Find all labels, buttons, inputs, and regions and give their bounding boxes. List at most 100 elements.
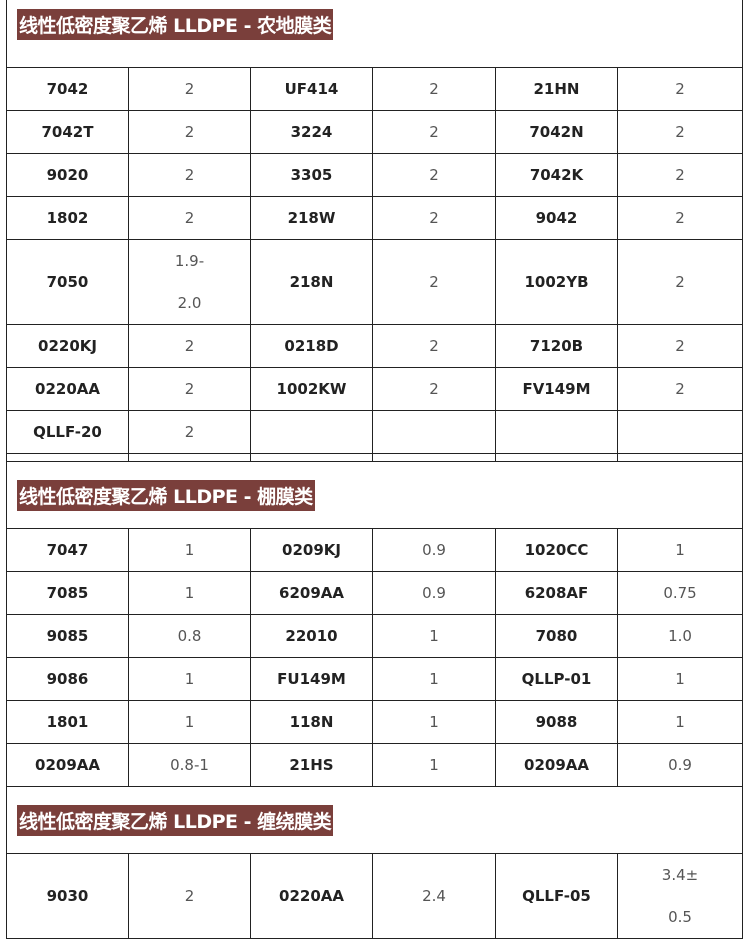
- melt-index-cell: 2: [616, 110, 744, 154]
- grade-code: 21HN: [533, 80, 580, 98]
- melt-index-cell: 0.8: [128, 614, 251, 658]
- melt-index-cell: 2: [128, 110, 251, 154]
- section-header-cell: 线性低密度聚乙烯 LLDPE - 农地膜类: [5, 0, 744, 68]
- grade-code-cell: FU149M: [250, 657, 373, 701]
- grade-code-cell: 9085: [6, 614, 129, 658]
- grade-code-cell: 0220AA: [250, 853, 373, 939]
- melt-index-value: 2: [675, 209, 685, 227]
- melt-index-value: 2.4: [422, 887, 446, 905]
- table-row: 0209AA 0.8-1 21HS 1 0209AA 0.9: [6, 743, 744, 787]
- melt-index-cell: 0.9: [372, 528, 496, 572]
- melt-index-cell: 2: [372, 196, 496, 240]
- melt-index-value: 0.9: [422, 541, 446, 559]
- grade-code: 118N: [289, 713, 334, 731]
- melt-index-value: 2: [184, 166, 195, 184]
- melt-index-cell: 2: [128, 196, 251, 240]
- grade-code-cell: 6209AA: [250, 571, 373, 615]
- melt-index-cell: 1: [372, 657, 496, 701]
- grade-code-cell: 1002KW: [250, 367, 373, 411]
- grade-code-cell: 7042T: [6, 110, 129, 154]
- grade-code: 7050: [46, 273, 89, 291]
- table-row: 7042 2 UF414 2 21HN 2: [6, 67, 744, 111]
- table-row: 9030 2 0220AA 2.4 QLLF-05 3.4± 0.5: [6, 853, 744, 939]
- melt-index-value: 1: [184, 541, 195, 559]
- melt-index-cell: 2: [372, 153, 496, 197]
- melt-index-value: 2: [429, 123, 439, 141]
- melt-index-value: 2: [184, 380, 195, 398]
- melt-index-value: 2: [184, 887, 195, 905]
- grade-code-cell: 9088: [495, 700, 618, 744]
- melt-index-value: 1: [429, 756, 439, 774]
- grade-code-cell: 7085: [6, 571, 129, 615]
- grade-code: QLLF-20: [33, 423, 102, 441]
- grade-code-cell: 218N: [250, 239, 373, 325]
- grade-code-cell: 1802: [6, 196, 129, 240]
- grade-code: 0218D: [284, 337, 339, 355]
- melt-index-value: 0.9: [422, 584, 446, 602]
- spacer-cell: [495, 453, 618, 462]
- grade-code-cell: 7080: [495, 614, 618, 658]
- melt-index-cell: 2: [128, 853, 251, 939]
- section-header-cell: 线性低密度聚乙烯 LLDPE - 棚膜类: [5, 461, 744, 529]
- section-header-row: 线性低密度聚乙烯 LLDPE - 棚膜类: [5, 461, 744, 529]
- grade-code-cell: QLLF-20: [6, 410, 129, 454]
- melt-index-cell: 2: [616, 324, 744, 368]
- table-row: 7050 1.9- 2.0 218N 2 1002YB 2: [6, 239, 744, 325]
- melt-index-cell: 1: [372, 743, 496, 787]
- grade-code: 9042: [535, 209, 578, 227]
- melt-index-cell: 1.0: [616, 614, 744, 658]
- product-spec-sheet: 线性低密度聚乙烯 LLDPE - 农地膜类 7042 2 UF414 2 21HN 2 704…: [5, 0, 744, 939]
- grade-code-cell: 3305: [250, 153, 373, 197]
- grade-code-cell: 21HN: [495, 67, 618, 111]
- melt-index-cell: 1: [616, 657, 744, 701]
- melt-index-cell: [616, 410, 744, 454]
- melt-index-value: 2: [429, 166, 439, 184]
- melt-index-cell: 2: [128, 410, 251, 454]
- melt-index-cell: 2: [372, 67, 496, 111]
- melt-index-value: 2: [675, 166, 685, 184]
- table-row: 0220KJ 2 0218D 2 7120B 2: [6, 324, 744, 368]
- grade-code-cell: 0218D: [250, 324, 373, 368]
- grade-code-cell: 3224: [250, 110, 373, 154]
- melt-index-value: 2: [429, 380, 439, 398]
- grade-code-cell: UF414: [250, 67, 373, 111]
- grade-code: 218W: [287, 209, 336, 227]
- grade-code-cell: 21HS: [250, 743, 373, 787]
- section-header-row: 线性低密度聚乙烯 LLDPE - 农地膜类: [5, 0, 744, 68]
- table-row: 7047 1 0209KJ 0.9 1020CC 1: [6, 528, 744, 572]
- grade-code: 3224: [290, 123, 333, 141]
- grade-code: 1801: [46, 713, 89, 731]
- grade-code: 9086: [46, 670, 89, 688]
- melt-index-value: 0.9: [668, 756, 692, 774]
- grade-code-cell: 1002YB: [495, 239, 618, 325]
- grade-code: QLLP-01: [521, 670, 592, 688]
- spacer-cell: [616, 453, 744, 462]
- grade-code: 7042: [46, 80, 89, 98]
- melt-index-cell: 2: [616, 196, 744, 240]
- melt-index-cell: 1: [372, 700, 496, 744]
- melt-index-cell: 0.8-1: [128, 743, 251, 787]
- grade-code: UF414: [284, 80, 339, 98]
- grade-code-cell: 0220AA: [6, 367, 129, 411]
- grade-code: 9020: [46, 166, 89, 184]
- melt-index-value: 1.9- 2.0: [174, 252, 205, 312]
- grade-code: 7080: [535, 627, 578, 645]
- melt-index-cell: 2: [128, 153, 251, 197]
- section-title: 线性低密度聚乙烯 LLDPE - 缠绕膜类: [17, 804, 334, 836]
- grade-code-cell: 7050: [6, 239, 129, 325]
- grade-code: 1020CC: [524, 541, 589, 559]
- section-spacer-row: [6, 453, 744, 462]
- table-row: 1802 2 218W 2 9042 2: [6, 196, 744, 240]
- grade-code: 0209AA: [35, 756, 100, 774]
- melt-index-value: 2: [675, 273, 685, 291]
- grade-code: 7042K: [529, 166, 584, 184]
- grade-code: 0220KJ: [38, 337, 97, 355]
- melt-index-value: 0.8-1: [170, 756, 209, 774]
- grade-code: FV149M: [522, 380, 591, 398]
- melt-index-value: 1.0: [668, 627, 692, 645]
- melt-index-value: 2: [184, 209, 195, 227]
- melt-index-cell: 2.4: [372, 853, 496, 939]
- grade-code: 21HS: [289, 756, 334, 774]
- grade-code: 1002KW: [276, 380, 347, 398]
- melt-index-cell: 2: [616, 67, 744, 111]
